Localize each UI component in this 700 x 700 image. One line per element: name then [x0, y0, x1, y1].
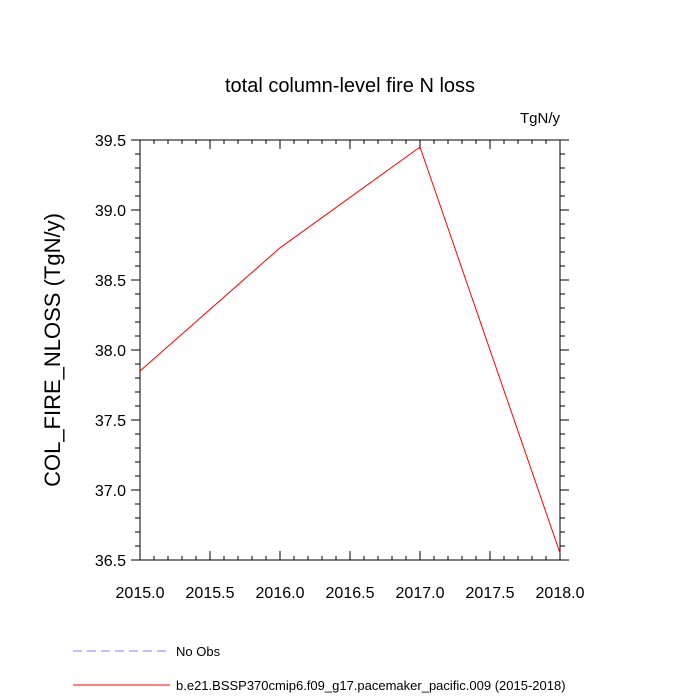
y-axis-label: COL_FIRE_NLOSS (TgN/y) — [40, 213, 65, 487]
legend-label: b.e21.BSSP370cmip6.f09_g17.pacemaker_pac… — [176, 678, 566, 693]
legend: No Obs b.e21.BSSP370cmip6.f09_g17.pacemak… — [73, 644, 566, 693]
y-tick-label: 36.5 — [95, 553, 126, 570]
x-tick-label: 2016.5 — [326, 585, 375, 602]
series-line — [139, 146, 561, 554]
x-tick-label: 2017.0 — [396, 585, 445, 602]
y-tick-label: 39.0 — [95, 203, 126, 220]
x-tick-label: 2016.0 — [256, 585, 305, 602]
x-tick-label: 2018.0 — [536, 585, 585, 602]
legend-label: No Obs — [176, 644, 221, 659]
series-group — [139, 146, 561, 554]
chart-title: total column-level fire N loss — [225, 75, 475, 97]
y-tick-label: 38.0 — [95, 343, 126, 360]
axis-ticks: 2015.0 2015.5 2016.0 2016.5 2017.0 2017.5 2018… — [95, 133, 585, 602]
y-tick-label: 38.5 — [95, 273, 126, 290]
plot-frame — [139, 139, 561, 561]
y-tick-label: 39.5 — [95, 133, 126, 150]
x-tick-label: 2017.5 — [466, 585, 515, 602]
y-tick-label: 37.5 — [95, 413, 126, 430]
x-tick-label: 2015.5 — [186, 585, 235, 602]
x-tick-label: 2015.0 — [116, 585, 165, 602]
y-tick-label: 37.0 — [95, 483, 126, 500]
units-label: TgN/y — [520, 110, 561, 127]
